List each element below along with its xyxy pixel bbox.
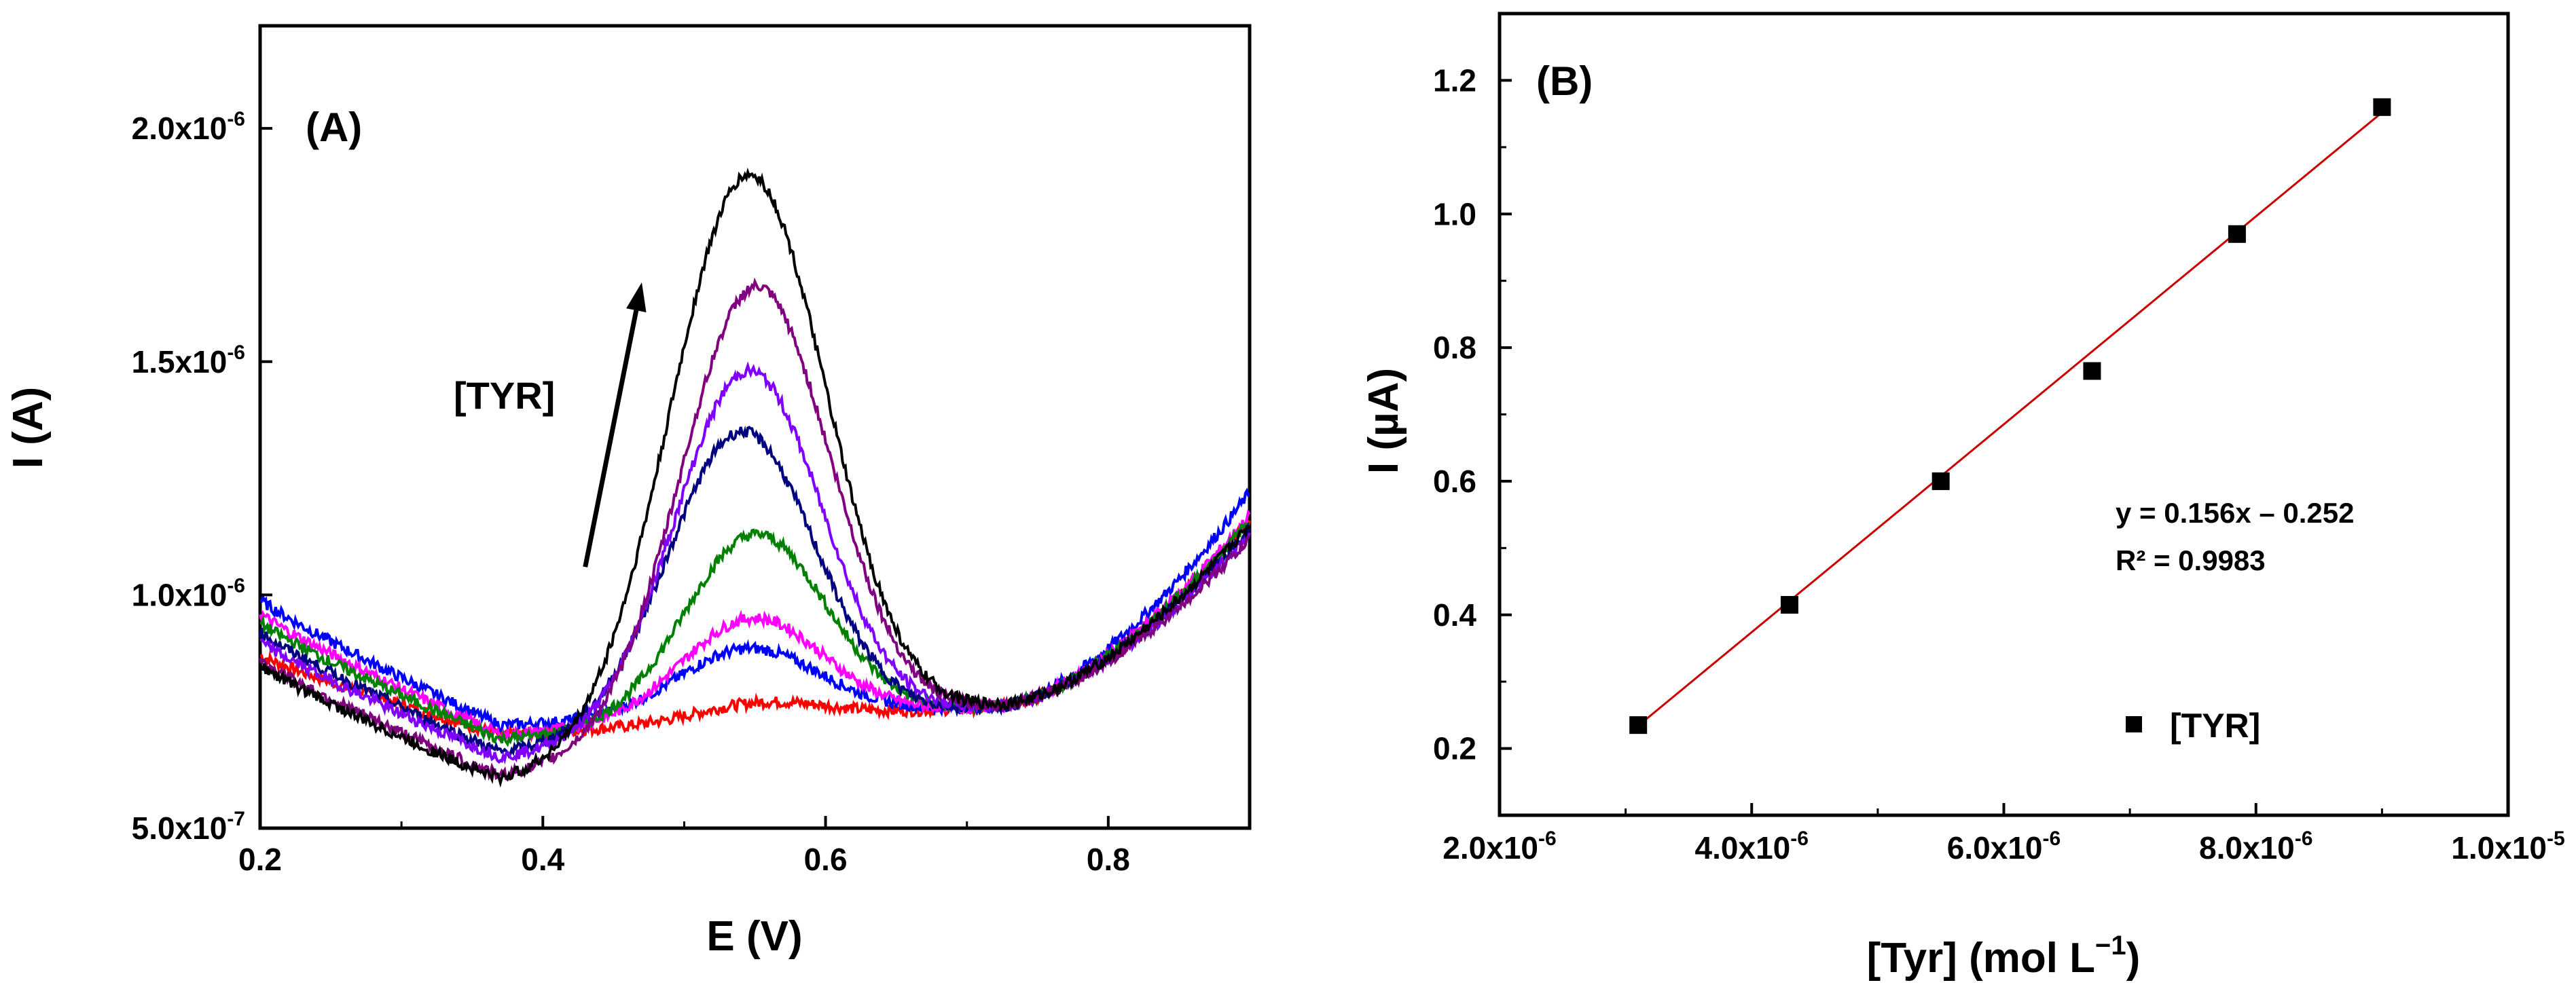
- panel-b-x-tick-label: 8.0x10-6: [2199, 827, 2312, 865]
- panel-b-y-axis-label: I (µA): [1360, 368, 1407, 474]
- panel-b-legend-label: [TYR]: [2170, 707, 2260, 745]
- panel-b-data-point: [2373, 98, 2391, 116]
- tick-mantissa: 1.0x10: [2451, 830, 2547, 865]
- panel-b-x-axis-label: [Tyr] (mol L−1): [1867, 931, 2141, 982]
- panel-a-x-tick-label: 0.2: [238, 842, 282, 877]
- panel-b-data-point: [1931, 472, 1950, 490]
- panel-b-points: [1629, 98, 2391, 734]
- tick-exponent: -6: [2295, 827, 2313, 850]
- panel-a-x-tick-label: 0.6: [804, 842, 848, 877]
- panel-b-label: (B): [1536, 58, 1593, 104]
- panel-b-x-axis-label-exp: −1: [2095, 931, 2126, 961]
- tick-exponent: -6: [227, 108, 245, 130]
- panel-b-data-point: [2228, 225, 2246, 243]
- panel-b-y-tick-label: 0.8: [1433, 330, 1476, 365]
- panel-b: 2.0x10-6 4.0x10-6 6.0x10-6 8.0x10-6 1.0x10-5…: [1360, 12, 2565, 982]
- tick-mantissa: 5.0x10: [132, 811, 228, 846]
- panel-a-series-line-8: [259, 167, 1251, 788]
- tick-mantissa: 2.0x10: [132, 111, 228, 146]
- panel-b-y-tick-label: 0.2: [1433, 731, 1476, 766]
- panel-a-series-line-1: [260, 520, 1251, 743]
- panel-a-x-axis-label: E (V): [706, 913, 802, 960]
- panel-b-x-tick-label: 2.0x10-6: [1443, 827, 1556, 865]
- panel-b-y-tick-label: 1.2: [1433, 62, 1476, 98]
- tick-exponent: -6: [227, 574, 245, 597]
- panel-b-y-ticks: 0.2 0.4 0.6 0.8 1.0 1.2: [1433, 12, 1512, 766]
- panel-b-x-axis-label-close: ): [2126, 935, 2141, 982]
- panel-b-x-ticks: 2.0x10-6 4.0x10-6 6.0x10-6 8.0x10-6 1.0x10-5: [1443, 803, 2565, 865]
- tick-exponent: -7: [227, 808, 245, 830]
- panel-a-annotation: [TYR]: [454, 374, 555, 417]
- panel-b-data-point: [2083, 362, 2101, 380]
- panel-b-legend-marker: [2126, 716, 2142, 732]
- panel-b-fit-line: [1637, 111, 2383, 727]
- panel-a-x-tick-label: 0.8: [1087, 842, 1130, 877]
- panel-a: 0.2 0.4 0.6 0.8 5.0x10-71.0x10-61.5x10-62.0…: [5, 24, 1252, 960]
- panel-a-series-line-2: [259, 487, 1250, 734]
- panel-b-x-tick-label: 1.0x10-5: [2451, 827, 2564, 865]
- tick-mantissa: 1.5x10: [132, 344, 228, 379]
- panel-a-frame: [258, 24, 1252, 830]
- tick-exponent: -5: [2547, 827, 2565, 850]
- panel-a-y-ticks: 5.0x10-71.0x10-61.5x10-62.0x10-6: [132, 108, 272, 846]
- panel-a-y-tick-label: 1.5x10-6: [132, 341, 245, 379]
- panel-a-y-tick-label: 2.0x10-6: [132, 108, 245, 146]
- panel-a-y-axis-label: I (A): [5, 387, 52, 469]
- tick-mantissa: 8.0x10: [2199, 830, 2295, 865]
- panel-a-label: (A): [306, 105, 362, 150]
- panel-a-x-tick-label: 0.4: [521, 842, 564, 877]
- panel-b-data-point: [1780, 595, 1798, 614]
- tick-mantissa: 1.0x10: [132, 577, 228, 612]
- tick-exponent: -6: [1790, 827, 1809, 850]
- tick-exponent: -6: [227, 341, 245, 364]
- panel-b-x-tick-label: 6.0x10-6: [1947, 827, 2061, 865]
- tick-mantissa: 4.0x10: [1695, 830, 1791, 865]
- panel-a-arrowhead: [626, 282, 647, 313]
- panel-b-y-tick-label: 1.0: [1433, 196, 1476, 231]
- panel-b-x-tick-label: 4.0x10-6: [1695, 827, 1809, 865]
- panel-a-y-tick-label: 1.0x10-6: [132, 574, 245, 612]
- panel-a-y-tick-label: 5.0x10-7: [132, 808, 245, 846]
- panel-b-y-tick-label: 0.6: [1433, 464, 1476, 499]
- panel-b-y-tick-label: 0.4: [1433, 597, 1476, 633]
- panel-a-x-ticks: 0.2 0.4 0.6 0.8: [238, 816, 1251, 877]
- panel-b-r-squared: R² = 0.9983: [2116, 544, 2266, 576]
- tick-exponent: -6: [2043, 827, 2061, 850]
- panel-a-series: [259, 167, 1251, 788]
- tick-mantissa: 6.0x10: [1947, 830, 2043, 865]
- tick-exponent: -6: [1538, 827, 1557, 850]
- tick-mantissa: 2.0x10: [1443, 830, 1538, 865]
- panel-b-equation: y = 0.156x – 0.252: [2116, 497, 2354, 529]
- panel-a-arrow: [583, 310, 639, 567]
- panel-b-data-point: [1629, 716, 1648, 734]
- panel-b-x-axis-label-main: [Tyr] (mol L: [1867, 935, 2095, 982]
